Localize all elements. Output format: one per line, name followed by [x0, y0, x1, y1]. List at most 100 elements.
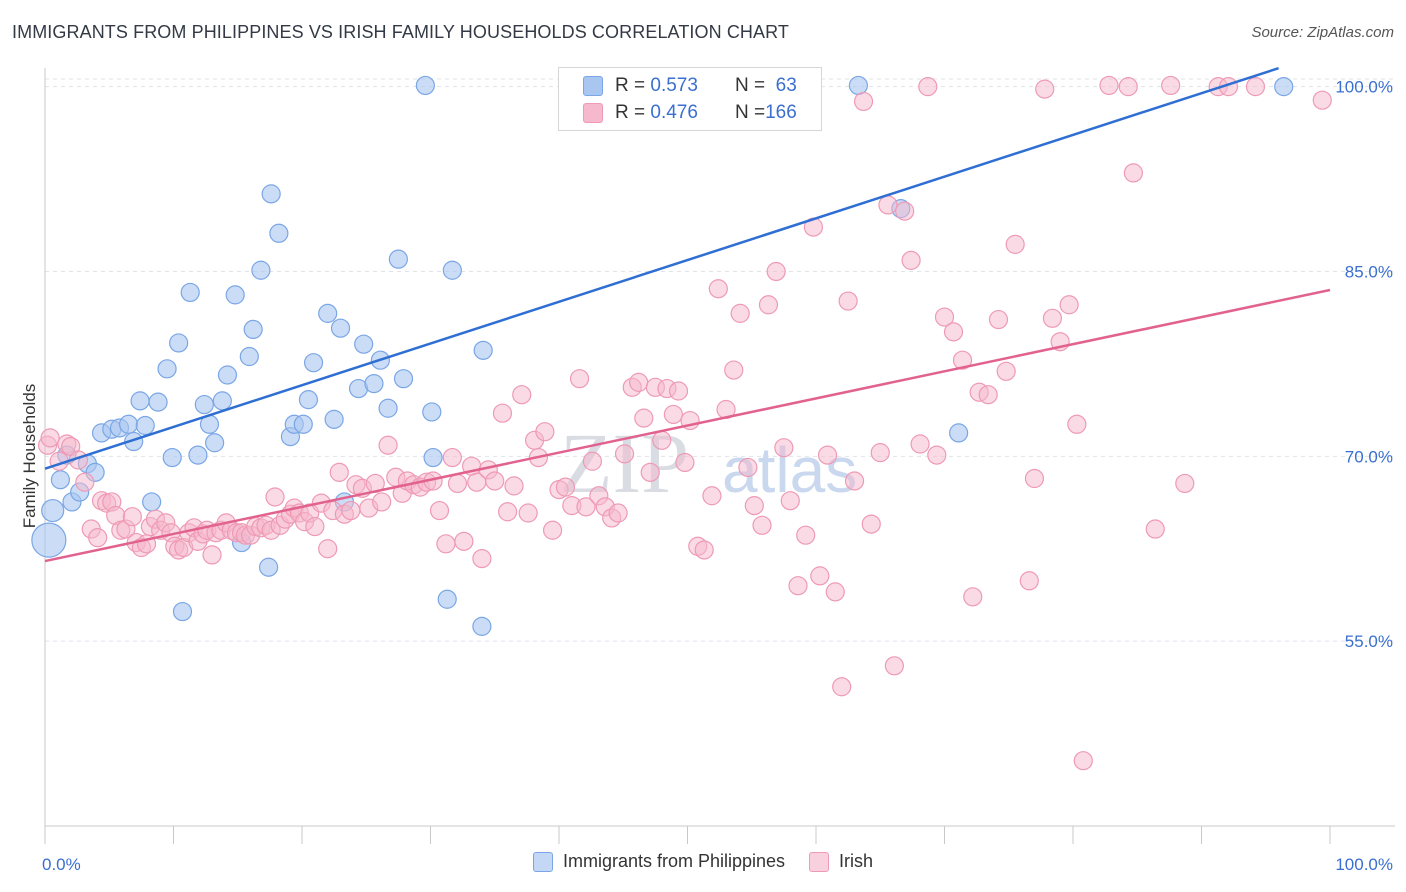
irish-point: [838, 291, 858, 311]
irish-point: [758, 295, 779, 315]
irish-trendline: [44, 288, 1331, 563]
philippines-point: [135, 415, 155, 436]
irish-point: [608, 503, 628, 523]
philippines-point: [212, 391, 232, 411]
irish-point: [1035, 79, 1055, 99]
irish-point: [88, 528, 108, 548]
irish-point: [518, 503, 538, 523]
irish-point: [934, 307, 955, 327]
irish-point: [694, 540, 714, 560]
philippines-point: [148, 392, 168, 412]
irish-point: [1024, 468, 1045, 489]
x-tick-label: 0.0%: [42, 855, 81, 874]
philippines-point: [118, 414, 139, 434]
irish-point: [796, 525, 816, 545]
philippines-point: [162, 447, 182, 468]
irish-point: [1099, 75, 1119, 96]
series-philippines-points: [31, 75, 1294, 636]
irish-point: [542, 520, 563, 540]
irish-point: [582, 451, 603, 471]
irish-point: [861, 514, 881, 534]
philippines-point: [142, 492, 162, 512]
philippines-point: [324, 409, 344, 429]
n-label: N =: [735, 75, 766, 96]
irish-point: [978, 385, 998, 405]
irish-point: [724, 360, 744, 380]
stats-legend: R = 0.573 N = 63 R = 0.476 N = 166: [558, 67, 822, 131]
irish-point: [752, 515, 772, 535]
philippines-point: [243, 319, 263, 339]
irish-point: [1118, 77, 1138, 97]
legend-label-philippines: Immigrants from Philippines: [562, 851, 786, 871]
philippines-point: [157, 359, 177, 379]
irish-point: [652, 430, 672, 450]
irish-point: [844, 471, 865, 491]
irish-point: [817, 445, 838, 465]
irish-point: [265, 487, 285, 507]
n-value-philippines: 63: [775, 75, 797, 96]
irish-point: [614, 444, 635, 464]
legend-item-irish[interactable]: Irish: [809, 851, 873, 872]
philippines-point: [473, 340, 493, 360]
philippines-point: [472, 616, 492, 636]
r-label: R =: [615, 102, 651, 123]
stats-row-irish: R = 0.476 N = 166: [583, 101, 797, 125]
irish-point: [1073, 751, 1093, 771]
philippines-point: [205, 433, 225, 453]
philippines-point: [31, 522, 67, 558]
r-label: R =: [615, 75, 651, 96]
philippines-point: [354, 334, 374, 354]
irish-point: [1042, 308, 1063, 328]
irish-point: [988, 309, 1009, 330]
irish-point: [884, 656, 904, 676]
irish-point: [569, 369, 590, 389]
irish-point: [780, 491, 800, 511]
philippines-point: [293, 414, 313, 434]
irish-point: [640, 462, 660, 482]
legend-swatch-philippines: [532, 851, 553, 872]
irish-point: [702, 486, 722, 506]
irish-point: [535, 422, 555, 442]
philippines-point: [318, 303, 338, 323]
legend-item-philippines[interactable]: Immigrants from Philippines: [532, 851, 786, 872]
irish-point: [492, 403, 513, 423]
series-irish-points: [37, 75, 1332, 771]
philippines-point: [330, 318, 351, 338]
irish-point: [1145, 519, 1165, 539]
philippines-point: [258, 557, 279, 577]
irish-point: [454, 531, 474, 551]
r-value-irish: 0.476: [650, 102, 698, 123]
irish-point: [910, 434, 930, 454]
irish-point: [952, 350, 973, 370]
irish-point: [901, 250, 921, 270]
irish-point: [730, 303, 750, 323]
irish-point: [766, 261, 786, 282]
irish-point: [1123, 163, 1143, 183]
irish-point: [996, 361, 1016, 381]
irish-point: [788, 576, 808, 596]
irish-point: [1161, 75, 1181, 96]
legend-label-irish: Irish: [839, 851, 874, 871]
irish-point: [447, 473, 468, 494]
irish-point: [663, 404, 683, 425]
irish-point: [629, 372, 649, 392]
irish-point: [555, 477, 576, 497]
irish-point: [927, 445, 947, 465]
irish-point: [576, 497, 596, 517]
philippines-point: [378, 398, 398, 418]
philippines-point: [415, 75, 435, 96]
irish-point: [744, 496, 764, 516]
irish-point: [472, 548, 492, 569]
trendlines: [44, 66, 1331, 563]
irish-point: [1245, 77, 1266, 97]
philippines-point: [303, 353, 324, 373]
y-tick-label: 85.0%: [1345, 262, 1393, 281]
swatch-philippines: [583, 76, 603, 96]
irish-point: [708, 279, 728, 299]
r-value-philippines: 0.573: [650, 75, 698, 96]
series-legend: Immigrants from Philippines Irish: [0, 851, 1406, 872]
irish-point: [1175, 473, 1195, 494]
irish-point: [202, 545, 222, 565]
irish-point: [318, 539, 338, 559]
